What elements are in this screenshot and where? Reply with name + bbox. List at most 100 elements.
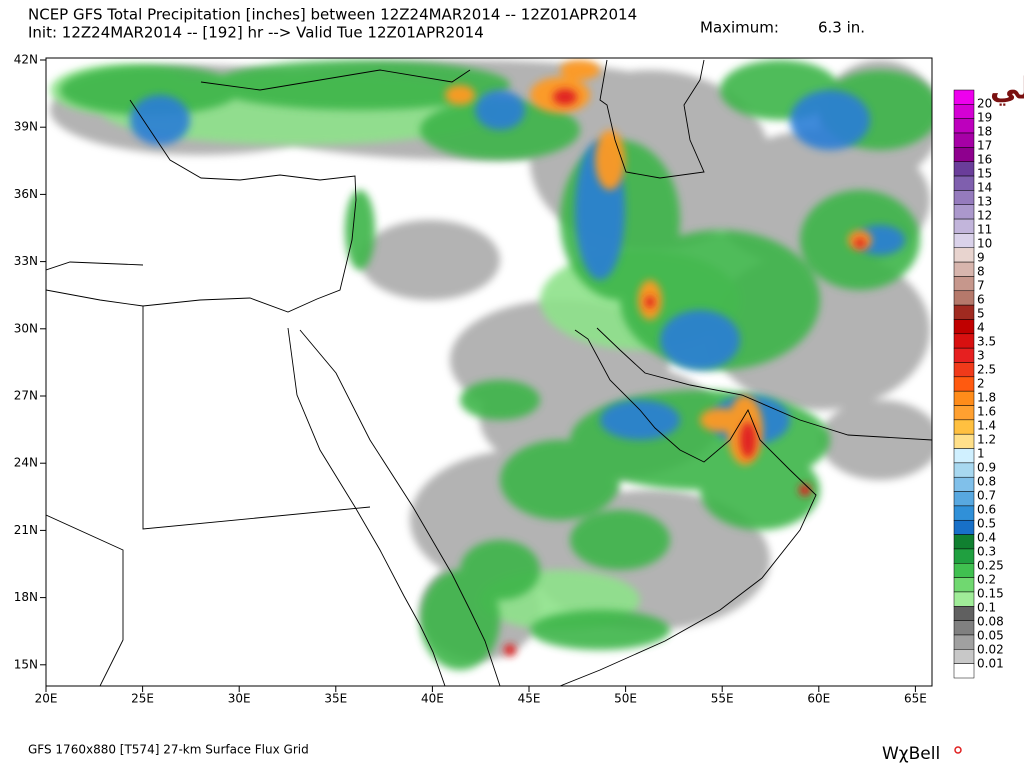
precip-blob [130, 95, 190, 145]
precip-blob [345, 190, 375, 270]
lon-label: 55E [711, 692, 734, 706]
colorbar-label: 2 [977, 377, 985, 391]
precip-blob [700, 408, 740, 432]
colorbar-swatch [953, 462, 975, 478]
colorbar-swatch [953, 448, 975, 464]
colorbar-swatch [953, 433, 975, 449]
colorbar-swatch [953, 649, 975, 664]
brand: WχBell [882, 744, 940, 764]
colorbar-label: 1 [977, 447, 985, 461]
colorbar-swatch [953, 663, 975, 679]
colorbar-swatch [953, 606, 975, 621]
colorbar-swatch [953, 218, 975, 234]
colorbar-label: 3.5 [977, 335, 996, 349]
colorbar-label: 0.3 [977, 545, 996, 559]
colorbar-swatch [953, 476, 975, 492]
colorbar-label: 18 [977, 125, 992, 139]
precip-blob [530, 610, 670, 650]
colorbar-swatch [953, 333, 975, 349]
precip-blob [460, 380, 540, 420]
lat-label: 30N [14, 321, 38, 335]
colorbar-swatch [953, 534, 975, 550]
precip-blob [553, 89, 577, 105]
colorbar-swatch [953, 290, 975, 306]
colorbar-swatch [953, 319, 975, 335]
colorbar-label: 10 [977, 237, 992, 251]
lon-label: 50E [614, 692, 637, 706]
colorbar-label: 0.5 [977, 517, 996, 531]
lat-label: 15N [14, 657, 38, 671]
colorbar-label: 1.6 [977, 405, 996, 419]
colorbar-label: 14 [977, 181, 992, 195]
colorbar-swatch [953, 132, 975, 148]
colorbar-swatch [953, 491, 975, 507]
colorbar-swatch [953, 419, 975, 435]
colorbar-label: 0.1 [977, 601, 996, 615]
colorbar-label: 1.4 [977, 419, 996, 433]
subtitle: Init: 12Z24MAR2014 -- [192] hr --> Valid… [28, 24, 484, 42]
colorbar-label: 12 [977, 209, 992, 223]
precip-blob [504, 644, 516, 656]
precip-blob [475, 90, 525, 130]
map-frame [45, 57, 933, 687]
precip-blob [820, 400, 932, 480]
colorbar-label: 19 [977, 111, 992, 125]
colorbar-label: 1.2 [977, 433, 996, 447]
colorbar-swatch [953, 118, 975, 134]
colorbar-label: 0.02 [977, 643, 1004, 657]
precip-blob [790, 90, 870, 150]
lat-label: 36N [14, 187, 38, 201]
lon-label: 60E [807, 692, 830, 706]
watermark: تركي الروايلي [990, 72, 1024, 107]
colorbar-swatch [953, 104, 975, 119]
precip-blob [210, 60, 510, 110]
lat-label: 24N [14, 456, 38, 470]
precip-blob [570, 510, 670, 570]
colorbar-swatch [953, 247, 975, 263]
lon-label: 35E [324, 692, 347, 706]
lon-label: 20E [35, 692, 58, 706]
colorbar-label: 6 [977, 293, 985, 307]
lat-label: 33N [14, 254, 38, 268]
colorbar-label: 3 [977, 349, 985, 363]
colorbar-label: 0.8 [977, 475, 996, 489]
colorbar-label: 9 [977, 251, 985, 265]
colorbar-swatch [953, 147, 975, 162]
colorbar-label: 13 [977, 195, 992, 209]
maximum-value: 6.3 in. [818, 19, 865, 37]
precip-blob [360, 220, 500, 300]
colorbar-swatch [953, 591, 975, 607]
lon-label: 30E [228, 692, 251, 706]
colorbar-swatch [953, 563, 975, 578]
title: NCEP GFS Total Precipitation [inches] be… [28, 6, 637, 24]
lat-label: 39N [14, 120, 38, 134]
colorbar-label: 5 [977, 307, 985, 321]
precip-blob [600, 400, 680, 440]
colorbar-swatch [953, 175, 975, 191]
colorbar-swatch [953, 519, 975, 535]
lon-label: 45E [518, 692, 541, 706]
colorbar-label: 0.15 [977, 587, 1004, 601]
precip-blob [595, 130, 625, 190]
colorbar-swatch [953, 89, 975, 105]
grid-info: GFS 1760x880 [T574] 27-km Surface Flux G… [28, 743, 309, 757]
colorbar-label: 0.05 [977, 629, 1004, 643]
brand-logo-dot [954, 746, 962, 754]
lat-label: 42N [14, 53, 38, 67]
colorbar-label: 4 [977, 321, 985, 335]
colorbar-label: 0.9 [977, 461, 996, 475]
colorbar-label: 15 [977, 167, 992, 181]
precip-blob [799, 484, 811, 496]
colorbar-swatch [953, 362, 975, 378]
colorbar-label: 11 [977, 223, 992, 237]
colorbar-label: 0.08 [977, 615, 1004, 629]
precip-blob [645, 296, 655, 308]
precip-blob [60, 65, 240, 115]
lon-label: 65E [904, 692, 927, 706]
colorbar-label: 1.8 [977, 391, 996, 405]
precip-blob [560, 60, 600, 80]
colorbar-label: 0.2 [977, 573, 996, 587]
colorbar-swatch [953, 233, 975, 249]
colorbar-label: 0.01 [977, 657, 1004, 671]
colorbar-swatch [953, 190, 975, 205]
